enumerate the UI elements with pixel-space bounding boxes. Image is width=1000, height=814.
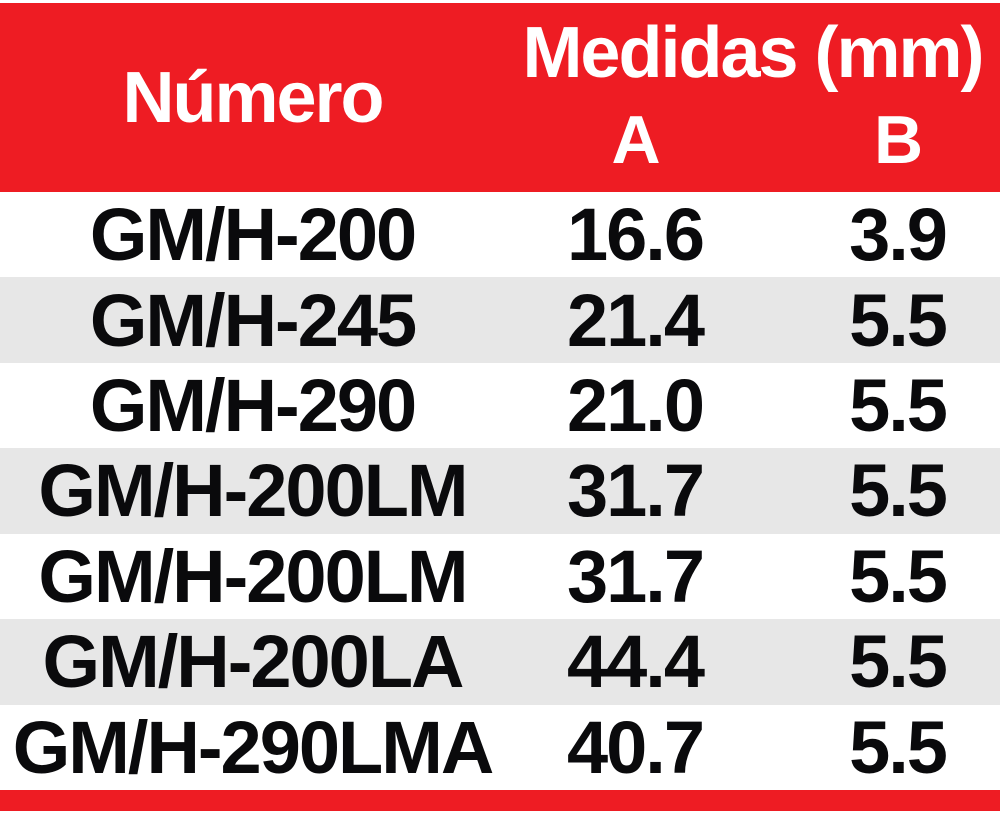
cell-numero: GM/H-200LM — [38, 534, 468, 618]
cell-measure-b: 5.5 — [849, 364, 948, 448]
cell-measure-b: 5.5 — [849, 620, 948, 704]
table-body: GM/H-200 16.6 3.9 GM/H-245 21.4 5.5 GM/H… — [0, 192, 1000, 790]
cell-measure-a: 16.6 — [566, 193, 705, 277]
column-header-numero: Número — [122, 57, 384, 138]
footer-accent-bar — [0, 790, 1000, 811]
cell-numero: GM/H-200LM — [38, 449, 468, 533]
cell-numero: GM/H-200 — [89, 193, 417, 277]
table-row: GM/H-290 21.0 5.5 — [0, 362, 1000, 449]
cell-measure-a: 40.7 — [566, 705, 705, 789]
cell-measure-b: 3.9 — [849, 193, 948, 277]
table-row: GM/H-245 21.4 5.5 — [0, 277, 1000, 363]
cell-measure-a: 44.4 — [566, 620, 705, 704]
table-row: GM/H-290LMA 40.7 5.5 — [0, 704, 1000, 790]
cell-measure-a: 31.7 — [566, 449, 705, 533]
column-group-label-medidas: Medidas (mm) — [522, 13, 984, 93]
cell-measure-a: 21.0 — [566, 364, 705, 448]
cell-measure-b: 5.5 — [849, 705, 948, 789]
cell-measure-a: 31.7 — [566, 534, 705, 618]
sub-header-row: A B — [505, 103, 1000, 192]
top-margin — [0, 0, 1000, 3]
table-row: GM/H-200LM 31.7 5.5 — [0, 448, 1000, 534]
cell-measure-b: 5.5 — [849, 449, 948, 533]
table-row: GM/H-200 16.6 3.9 — [0, 192, 1000, 278]
column-header-b: B — [873, 102, 923, 178]
table-row: GM/H-200LM 31.7 5.5 — [0, 533, 1000, 620]
bottom-margin — [0, 811, 1000, 814]
cell-numero: GM/H-245 — [89, 278, 417, 362]
table-header: Número Medidas (mm) A B — [0, 3, 1000, 192]
cell-numero: GM/H-200LA — [42, 620, 465, 704]
cell-measure-b: 5.5 — [849, 278, 948, 362]
cell-measure-a: 21.4 — [566, 278, 705, 362]
cell-numero: GM/H-290LMA — [12, 705, 495, 789]
cell-numero: GM/H-290 — [89, 364, 417, 448]
column-group-medidas: Medidas (mm) A B — [505, 3, 1000, 192]
table-row: GM/H-200LA 44.4 5.5 — [0, 619, 1000, 705]
column-header-a: A — [611, 102, 660, 178]
cell-measure-b: 5.5 — [849, 534, 948, 618]
